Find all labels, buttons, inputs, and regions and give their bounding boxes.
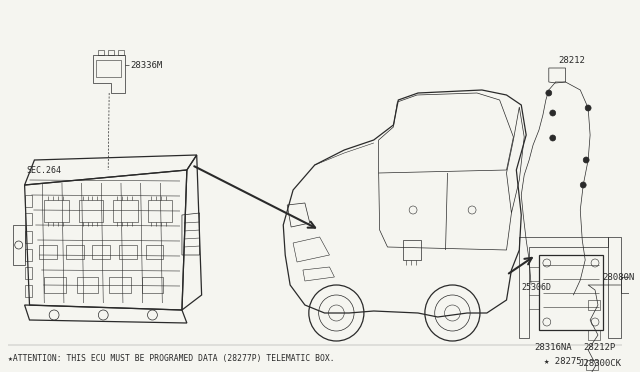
Circle shape (585, 105, 591, 111)
Text: ★ATTENTION: THIS ECU MUST BE PROGRAMED DATA (28277P) TELEMATIC BOX.: ★ATTENTION: THIS ECU MUST BE PROGRAMED D… (8, 353, 335, 362)
Text: SEC.264: SEC.264 (26, 166, 61, 174)
Text: ★ 28275: ★ 28275 (544, 357, 582, 366)
Text: 28212P: 28212P (583, 343, 616, 353)
Circle shape (550, 135, 556, 141)
Circle shape (550, 110, 556, 116)
Text: 28080N: 28080N (602, 273, 634, 282)
Circle shape (583, 157, 589, 163)
Text: J28300CK: J28300CK (579, 359, 621, 368)
Text: 28336M: 28336M (131, 61, 163, 70)
Circle shape (546, 90, 552, 96)
Circle shape (580, 182, 586, 188)
Text: 25306D: 25306D (521, 283, 551, 292)
Text: 28212: 28212 (559, 55, 586, 64)
Text: 28316NA: 28316NA (534, 343, 572, 353)
